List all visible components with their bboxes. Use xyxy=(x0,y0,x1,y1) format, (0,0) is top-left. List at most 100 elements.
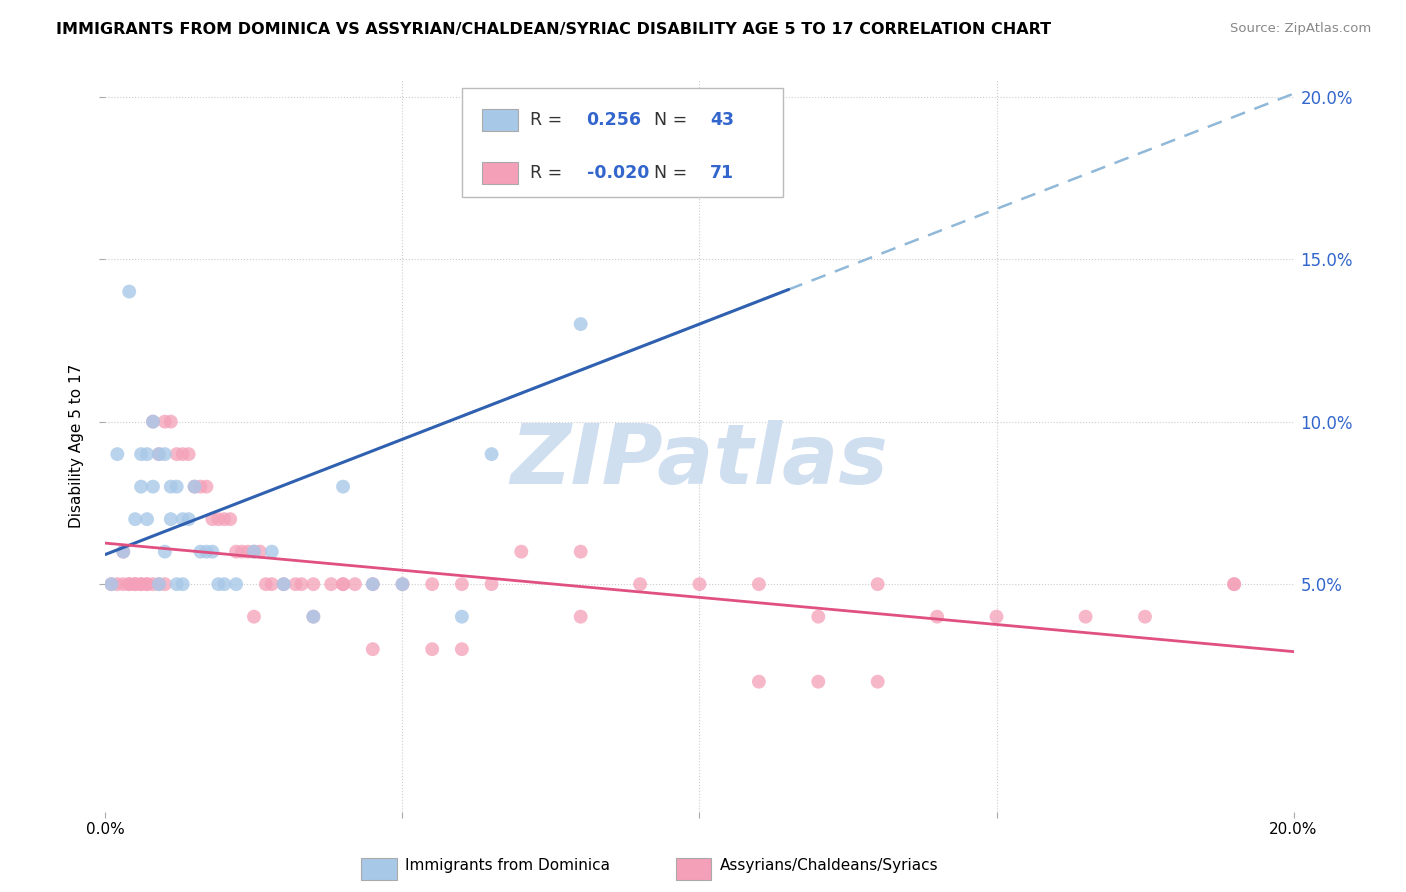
Point xyxy=(112,544,135,558)
Point xyxy=(142,415,165,429)
Point xyxy=(450,642,472,657)
Point xyxy=(195,544,218,558)
Point xyxy=(569,544,592,558)
Text: 71: 71 xyxy=(710,164,734,182)
Point xyxy=(148,577,170,591)
Point xyxy=(159,480,181,494)
Point xyxy=(243,544,266,558)
Point xyxy=(219,512,242,526)
Point xyxy=(124,512,146,526)
Point xyxy=(1074,609,1097,624)
Point xyxy=(748,577,770,591)
Point xyxy=(148,447,170,461)
Point xyxy=(214,512,236,526)
Point xyxy=(927,609,949,624)
Point xyxy=(112,577,135,591)
FancyBboxPatch shape xyxy=(482,162,517,184)
Point xyxy=(166,577,188,591)
Text: Immigrants from Dominica: Immigrants from Dominica xyxy=(405,857,610,872)
Point xyxy=(231,544,253,558)
Point xyxy=(225,577,247,591)
Point xyxy=(142,480,165,494)
Point xyxy=(129,480,152,494)
Point xyxy=(100,577,122,591)
Text: Assyrians/Chaldeans/Syriacs: Assyrians/Chaldeans/Syriacs xyxy=(720,857,938,872)
Point xyxy=(689,577,711,591)
Point xyxy=(986,609,1008,624)
Point xyxy=(105,577,128,591)
Point xyxy=(332,577,354,591)
Point xyxy=(225,544,247,558)
Point xyxy=(343,577,366,591)
Point xyxy=(136,577,159,591)
Text: N =: N = xyxy=(654,111,693,129)
Point xyxy=(391,577,413,591)
Point xyxy=(284,577,307,591)
Point xyxy=(260,544,283,558)
Point xyxy=(153,447,176,461)
Point xyxy=(172,512,194,526)
Point xyxy=(190,480,212,494)
Point xyxy=(183,480,205,494)
Point xyxy=(321,577,343,591)
Point xyxy=(243,609,266,624)
Point xyxy=(391,577,413,591)
Point xyxy=(118,285,141,299)
FancyBboxPatch shape xyxy=(482,109,517,131)
Point xyxy=(148,447,170,461)
Point xyxy=(124,577,146,591)
Point xyxy=(273,577,295,591)
Point xyxy=(332,480,354,494)
Point xyxy=(159,512,181,526)
Point xyxy=(142,415,165,429)
Point xyxy=(569,317,592,331)
Point xyxy=(136,512,159,526)
Point xyxy=(195,480,218,494)
Point xyxy=(254,577,277,591)
Point xyxy=(201,544,224,558)
Point xyxy=(124,577,146,591)
Point xyxy=(1223,577,1246,591)
Point xyxy=(236,544,259,558)
Point xyxy=(148,577,170,591)
Point xyxy=(172,577,194,591)
Point xyxy=(129,577,152,591)
Point xyxy=(420,642,443,657)
Text: N =: N = xyxy=(654,164,693,182)
Point xyxy=(214,577,236,591)
Point xyxy=(100,577,122,591)
Point xyxy=(153,544,176,558)
Text: -0.020: -0.020 xyxy=(586,164,650,182)
Point xyxy=(807,609,830,624)
Point xyxy=(1133,609,1156,624)
Point xyxy=(361,577,384,591)
Point xyxy=(207,577,229,591)
Point xyxy=(201,512,224,526)
Point xyxy=(260,577,283,591)
Point xyxy=(510,544,533,558)
Text: 43: 43 xyxy=(710,111,734,129)
Point xyxy=(290,577,312,591)
FancyBboxPatch shape xyxy=(361,858,396,880)
Text: ZIPatlas: ZIPatlas xyxy=(510,420,889,501)
Point xyxy=(807,674,830,689)
Point xyxy=(153,415,176,429)
Point xyxy=(302,577,325,591)
Point xyxy=(177,447,200,461)
Point xyxy=(112,544,135,558)
Point xyxy=(273,577,295,591)
Point xyxy=(118,577,141,591)
Point xyxy=(332,577,354,591)
Text: Source: ZipAtlas.com: Source: ZipAtlas.com xyxy=(1230,22,1371,36)
Point xyxy=(748,122,770,136)
Y-axis label: Disability Age 5 to 17: Disability Age 5 to 17 xyxy=(69,364,84,528)
Point xyxy=(207,512,229,526)
FancyBboxPatch shape xyxy=(461,87,783,197)
Point xyxy=(748,674,770,689)
Point xyxy=(166,447,188,461)
Point xyxy=(190,544,212,558)
Point xyxy=(136,447,159,461)
Point xyxy=(481,577,503,591)
Point xyxy=(177,512,200,526)
Point xyxy=(166,480,188,494)
